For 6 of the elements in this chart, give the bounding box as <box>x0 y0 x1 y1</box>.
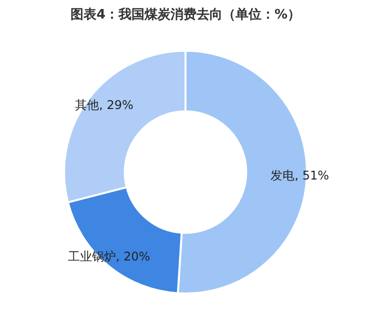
data-label: , 20% <box>116 249 150 264</box>
data-label: , 29% <box>99 98 134 112</box>
data-label: , 51% <box>294 168 330 183</box>
chart-title: 图表4：我国煤炭消费去向（单位：%） <box>70 6 301 22</box>
slice-label: 发电 <box>270 168 295 183</box>
slice-label: 其他 <box>75 98 100 112</box>
